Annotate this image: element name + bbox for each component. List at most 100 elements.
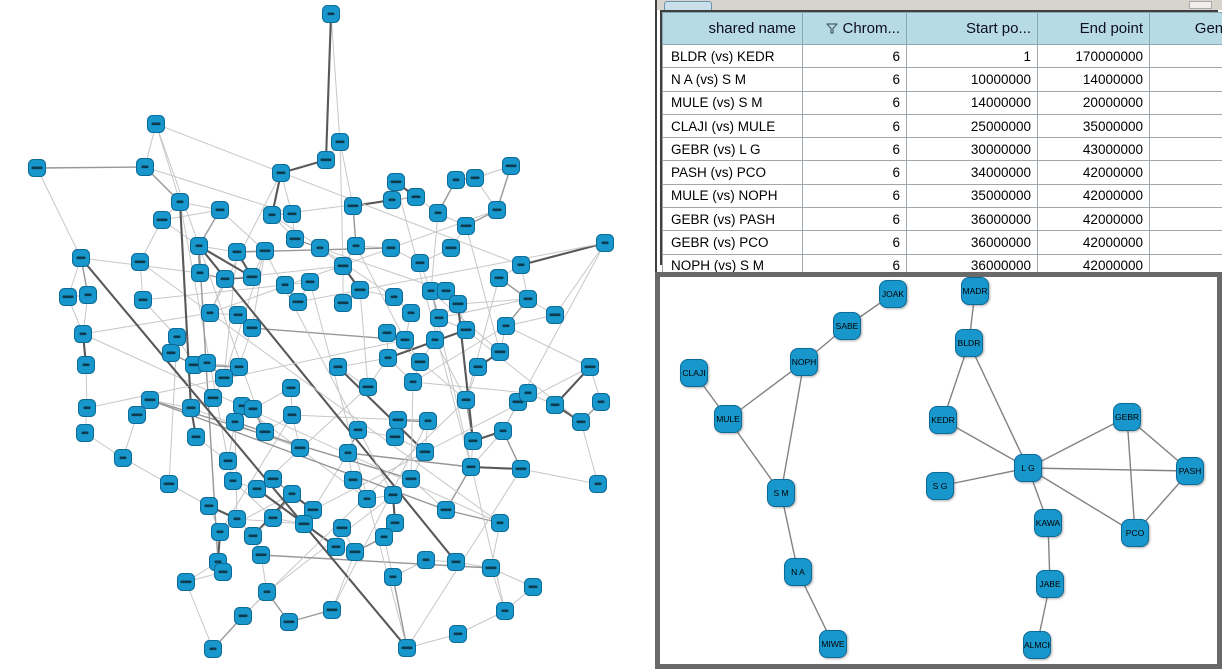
graph-edge[interactable]: [80, 257, 408, 649]
graph-node-gebr[interactable]: GEBR: [1113, 403, 1141, 431]
table-row[interactable]: BLDR (vs) KEDR61170000000192.0: [662, 43, 1222, 69]
table-row[interactable]: MULE (vs) S M614000000200000007.5: [662, 90, 1222, 115]
sub-network-view[interactable]: JOAK MADR SABE BLDR NOPH CLAJI GEBR KEDR MULE L G…: [655, 272, 1222, 669]
column-header-genetic-[interactable]: Genetic...: [1149, 12, 1222, 45]
cell-shared-name[interactable]: CLAJI (vs) MULE: [662, 113, 803, 139]
cell-value[interactable]: 6: [802, 183, 907, 209]
cell-value[interactable]: 30000000: [906, 137, 1038, 162]
cell-value[interactable]: 6.6: [1149, 67, 1222, 92]
graph-edge[interactable]: [297, 242, 606, 303]
graph-edge[interactable]: [968, 342, 1029, 469]
cell-value[interactable]: 35000000: [906, 183, 1038, 209]
graph-node-bldr[interactable]: BLDR: [955, 329, 983, 357]
table-row[interactable]: CLAJI (vs) MULE625000000350000005.9: [662, 113, 1222, 139]
graph-node-pco[interactable]: PCO: [1121, 519, 1149, 547]
graph-node-kedr[interactable]: KEDR: [929, 406, 957, 434]
cell-value[interactable]: 42000000: [1037, 230, 1150, 255]
cell-value[interactable]: 170000000: [1037, 43, 1150, 69]
cell-value[interactable]: 16.9: [1149, 137, 1222, 162]
graph-edge[interactable]: [339, 141, 344, 267]
cell-value[interactable]: 6: [802, 67, 907, 92]
graph-edge[interactable]: [309, 281, 408, 649]
cell-shared-name[interactable]: N A (vs) S M: [662, 67, 803, 92]
graph-edge[interactable]: [359, 289, 369, 388]
graph-edge[interactable]: [82, 312, 211, 335]
cell-value[interactable]: 14000000: [1037, 67, 1150, 92]
cell-value[interactable]: 36000000: [906, 230, 1038, 255]
cell-value[interactable]: 14000000: [906, 90, 1038, 115]
graph-edge[interactable]: [465, 225, 501, 353]
graph-edge[interactable]: [412, 325, 507, 383]
graph-edge[interactable]: [242, 399, 467, 617]
graph-edge[interactable]: [520, 241, 606, 267]
graph-node-kawa[interactable]: KAWA: [1034, 509, 1062, 537]
graph-node-almch[interactable]: ALMCH: [1023, 631, 1051, 659]
cell-value[interactable]: 8.4: [1149, 230, 1222, 255]
cell-value[interactable]: 36000000: [906, 207, 1038, 232]
graph-edge[interactable]: [942, 419, 1029, 469]
graph-node-miwe[interactable]: MIWE: [819, 630, 847, 658]
graph-edge[interactable]: [185, 581, 214, 650]
graph-node-pash[interactable]: PASH: [1176, 457, 1204, 485]
table-row[interactable]: GEBR (vs) PCO636000000420000008.4: [662, 230, 1222, 255]
table-row[interactable]: GEBR (vs) PASH636000000420000008.9: [662, 207, 1222, 232]
table-row[interactable]: GEBR (vs) L G6300000004300000016.9: [662, 137, 1222, 162]
cell-value[interactable]: 6: [802, 113, 907, 139]
cell-value[interactable]: 8.9: [1149, 207, 1222, 232]
graph-edge[interactable]: [36, 167, 82, 259]
graph-node-n-a[interactable]: N A: [784, 558, 812, 586]
graph-edge[interactable]: [82, 333, 501, 524]
graph-edge[interactable]: [324, 13, 333, 161]
cell-value[interactable]: 10000000: [906, 67, 1038, 92]
cell-value[interactable]: 6: [802, 137, 907, 162]
cell-value[interactable]: 6: [802, 230, 907, 255]
graph-node-joak[interactable]: JOAK: [879, 280, 907, 308]
graph-edge[interactable]: [1027, 467, 1191, 472]
cell-value[interactable]: 42000000: [1037, 207, 1150, 232]
cell-value[interactable]: 6: [802, 207, 907, 232]
graph-edge[interactable]: [337, 366, 426, 453]
graph-edge[interactable]: [209, 209, 498, 314]
graph-edge[interactable]: [355, 245, 406, 341]
cell-shared-name[interactable]: BLDR (vs) KEDR: [662, 43, 803, 69]
cell-value[interactable]: 6: [802, 160, 907, 185]
graph-node-noph[interactable]: NOPH: [790, 348, 818, 376]
graph-node-claji[interactable]: CLAJI: [680, 359, 708, 387]
graph-node-madr[interactable]: MADR: [961, 277, 989, 305]
graph-node-s-g[interactable]: S G: [926, 472, 954, 500]
cell-value[interactable]: 35000000: [1037, 113, 1150, 139]
graph-edge[interactable]: [580, 421, 599, 485]
cell-shared-name[interactable]: GEBR (vs) PCO: [662, 230, 803, 255]
graph-edge[interactable]: [155, 123, 266, 433]
cell-value[interactable]: 6: [802, 90, 907, 115]
cell-value[interactable]: 5.9: [1149, 113, 1222, 139]
graph-edge[interactable]: [939, 467, 1029, 487]
graph-edge[interactable]: [392, 576, 408, 649]
cell-value[interactable]: 43000000: [1037, 137, 1150, 162]
cell-shared-name[interactable]: MULE (vs) NOPH: [662, 183, 803, 209]
graph-edge[interactable]: [331, 420, 429, 611]
graph-edge[interactable]: [291, 414, 429, 422]
graph-node-s-m[interactable]: S M: [767, 479, 795, 507]
cell-value[interactable]: 1: [906, 43, 1038, 69]
graph-edge[interactable]: [251, 250, 266, 329]
cell-value[interactable]: 11.4: [1149, 160, 1222, 185]
cell-value[interactable]: 25000000: [906, 113, 1038, 139]
panel-tab-stub[interactable]: [664, 1, 712, 10]
graph-edge[interactable]: [554, 242, 606, 316]
graph-edge[interactable]: [780, 361, 805, 494]
cell-shared-name[interactable]: GEBR (vs) L G: [662, 137, 803, 162]
graph-edge[interactable]: [1126, 416, 1136, 534]
cell-value[interactable]: 20000000: [1037, 90, 1150, 115]
graph-edge[interactable]: [198, 245, 457, 563]
filter-funnel-icon[interactable]: [826, 23, 839, 34]
graph-edge[interactable]: [520, 468, 599, 485]
graph-edge[interactable]: [465, 277, 500, 401]
graph-edge[interactable]: [1027, 416, 1128, 469]
graph-edge[interactable]: [271, 214, 395, 298]
cell-value[interactable]: 192.0: [1149, 43, 1222, 69]
graph-edge[interactable]: [430, 212, 439, 292]
graph-edge[interactable]: [161, 209, 221, 221]
graph-node-l-g[interactable]: L G: [1014, 454, 1042, 482]
cell-shared-name[interactable]: GEBR (vs) PASH: [662, 207, 803, 232]
